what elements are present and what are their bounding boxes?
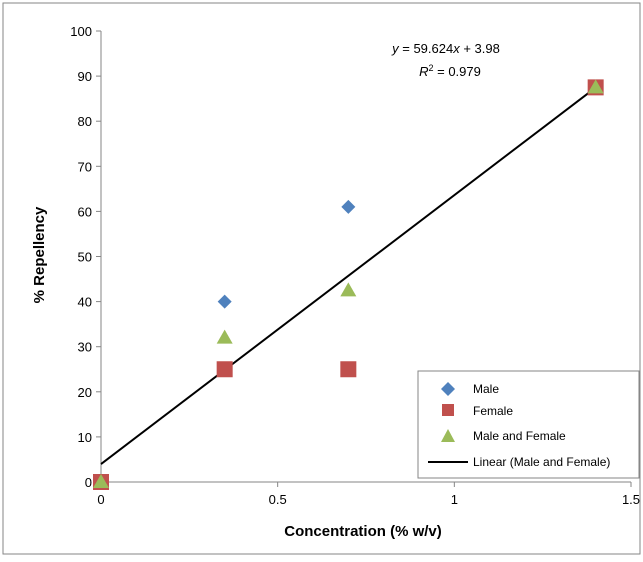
x-tick-label: 1.5 [622,492,640,507]
x-axis-label: Concentration (% w/v) [284,523,442,540]
male-and-female-point-2 [340,282,357,297]
trendline [100,86,597,465]
female-point-1 [216,361,233,378]
equation-slope: = 59.624 [399,41,454,56]
y-tick-label: 100 [70,24,92,39]
x-tick-label: 0.5 [269,492,287,507]
legend: Male Female Male and Female Linear (Male… [417,370,640,479]
male-point-2 [341,199,356,214]
equation-y-var: y [391,41,400,56]
y-tick-label: 50 [78,250,92,265]
legend-female-label: Female [473,404,513,418]
y-tick-label: 70 [78,159,92,174]
legend-male-female-marker [441,429,455,442]
y-tick-label: 0 [85,475,92,490]
male-and-female-point-0 [93,474,109,488]
equation-intercept: + 3.98 [460,41,500,56]
r-squared-line: R2 = 0.979 [419,63,481,79]
y-tick-label: 90 [78,69,92,84]
legend-female-marker [442,404,454,416]
male-point-1 [217,294,232,309]
y-tick-label: 60 [78,204,92,219]
x-tick-label: 1 [451,492,458,507]
y-axis-label: % Repellency [31,206,48,303]
y-tick-group: 0 10 20 30 40 50 60 70 80 90 100 [70,24,101,490]
equation-x-var: x [452,41,460,56]
data-markers [93,79,604,490]
r-squared-var: R [419,64,428,79]
y-tick-label: 20 [78,385,92,400]
legend-male-label: Male [473,382,499,396]
r-squared-value: = 0.979 [434,64,481,79]
y-tick-label: 40 [78,295,92,310]
y-tick-label: 10 [78,430,92,445]
legend-male-marker [441,382,455,396]
equation-line: y = 59.624x + 3.98 [391,41,500,56]
male-and-female-point-3 [587,79,604,94]
y-tick-label: 30 [78,340,92,355]
x-tick-group: 0 0.5 1 1.5 [97,482,640,507]
r-squared-exponent: 2 [429,63,434,73]
female-point-2 [340,361,357,378]
y-tick-label: 80 [78,114,92,129]
legend-trendline-label: Linear (Male and Female) [473,455,610,469]
male-and-female-point-1 [216,329,233,344]
x-tick-label: 0 [97,492,104,507]
legend-male-female-label: Male and Female [473,429,566,443]
